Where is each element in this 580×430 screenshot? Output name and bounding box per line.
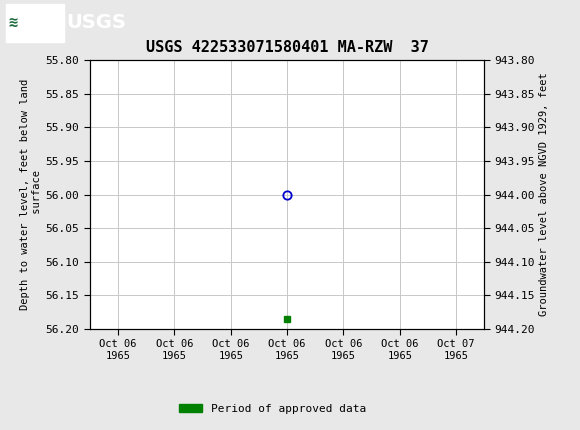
Y-axis label: Groundwater level above NGVD 1929, feet: Groundwater level above NGVD 1929, feet (539, 73, 549, 316)
Title: USGS 422533071580401 MA-RZW  37: USGS 422533071580401 MA-RZW 37 (146, 40, 429, 55)
Legend: Period of approved data: Period of approved data (175, 399, 370, 418)
Bar (6, 3, 64, 42)
Text: ≋: ≋ (9, 15, 18, 30)
Y-axis label: Depth to water level, feet below land
 surface: Depth to water level, feet below land su… (20, 79, 42, 310)
Text: USGS: USGS (67, 13, 126, 32)
